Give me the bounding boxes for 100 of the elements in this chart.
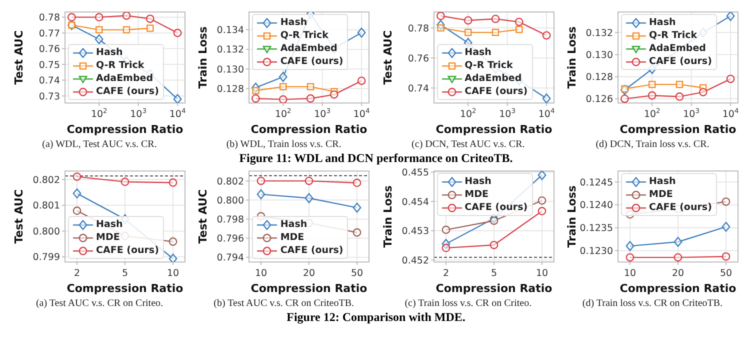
legend-label: CAFE (ours) xyxy=(96,245,159,256)
point xyxy=(515,26,522,34)
legend-label: CAFE (ours) xyxy=(464,202,528,213)
point xyxy=(173,94,182,103)
point xyxy=(726,12,735,21)
point xyxy=(441,226,450,234)
y-axis-title: Test AUC xyxy=(12,189,26,244)
y-axis-title: Test AUC xyxy=(12,30,26,85)
point xyxy=(358,76,366,85)
point xyxy=(537,196,546,205)
point xyxy=(168,237,178,246)
y-axis-title: Test AUC xyxy=(381,30,394,85)
point xyxy=(722,222,730,232)
point xyxy=(489,216,498,225)
x-tick-label: 5 xyxy=(490,268,497,279)
point xyxy=(436,12,445,20)
y-tick-label: 0.800 xyxy=(217,195,244,206)
point xyxy=(257,176,266,186)
point xyxy=(698,88,708,96)
x-axis-title: Compression Ratio xyxy=(435,282,552,295)
point xyxy=(353,228,362,237)
x-tick-label: 10$^{4}$ xyxy=(169,107,186,120)
y-tick-label: 0.76 xyxy=(408,53,429,64)
point xyxy=(514,18,523,26)
point xyxy=(252,87,260,94)
y-tick-label: 0.77 xyxy=(38,28,60,40)
y-tick-label: 0.130 xyxy=(217,64,244,76)
x-tick-label: 10$^{4}$ xyxy=(354,107,370,120)
y-tick-label: 0.134 xyxy=(217,25,244,36)
x-tick-label: 10 xyxy=(255,268,268,279)
text: (b) WDL, Train loss v.s. CR. xyxy=(225,138,342,151)
point xyxy=(72,206,82,215)
point xyxy=(626,240,634,251)
legend-label: Hash xyxy=(280,219,308,230)
point xyxy=(173,28,182,38)
x-axis-title: Compression Ratio xyxy=(620,123,737,136)
x-tick-label: 20 xyxy=(303,268,316,279)
legend-label: Hash xyxy=(96,219,123,230)
x-tick-label: 2 xyxy=(74,268,80,279)
legend-label: AdaEmbed xyxy=(648,43,706,54)
point xyxy=(674,236,682,247)
legend-label: Hash xyxy=(96,47,123,58)
text: (c) Train loss v.s. CR on Criteo. xyxy=(404,297,533,310)
legend-label: Hash xyxy=(280,17,308,28)
point xyxy=(146,24,154,32)
legend-label: CAFE (ours) xyxy=(648,202,712,213)
point xyxy=(542,31,550,40)
x-axis-title: Compression Ratio xyxy=(435,123,552,136)
x-tick-label: 10$^{3}$ xyxy=(683,107,700,120)
y-tick-label: 0.1230 xyxy=(580,246,613,257)
point xyxy=(94,34,104,44)
point xyxy=(353,202,362,213)
text: (d) DCN, Train loss v.s. CR. xyxy=(594,138,710,151)
point xyxy=(648,80,656,88)
x-tick-label: 50 xyxy=(720,268,732,279)
point xyxy=(464,28,472,36)
x-tick-label: 10$^{3}$ xyxy=(130,107,146,120)
y-tick-label: 0.802 xyxy=(217,176,244,188)
text: (d) Train loss v.s. CR on CriteoTB. xyxy=(581,297,724,310)
legend-label: MDE xyxy=(96,232,120,243)
legend-label: Q-R Trick xyxy=(280,30,328,41)
point xyxy=(168,178,178,187)
y-tick-label: 0.78 xyxy=(38,12,60,24)
point xyxy=(279,72,288,82)
point xyxy=(330,90,339,99)
y-tick-label: 0.1245 xyxy=(580,177,613,188)
x-tick-label: 10 xyxy=(624,268,636,279)
x-axis-title: Compression Ratio xyxy=(620,282,737,295)
y-tick-label: 0.73 xyxy=(38,91,60,102)
legend-label: AdaEmbed xyxy=(464,73,522,84)
x-tick-label: 20 xyxy=(672,268,684,279)
point xyxy=(648,91,656,100)
x-tick-label: 50 xyxy=(351,268,364,279)
y-axis-title: Train Loss xyxy=(565,184,578,248)
x-tick-label: 10$^{2}$ xyxy=(90,107,108,120)
legend-label: CAFE (ours) xyxy=(96,86,159,97)
point xyxy=(537,171,546,180)
point xyxy=(674,253,682,262)
text: (a) Test AUC v.s. CR on Criteo. xyxy=(34,297,164,310)
y-tick-label: 0.455 xyxy=(401,168,429,179)
legend-label: Q-R Trick xyxy=(96,60,144,71)
point xyxy=(168,254,178,262)
y-tick-label: 0.130 xyxy=(586,50,613,61)
y-tick-label: 0.452 xyxy=(401,255,429,266)
legend-label: Q-R Trick xyxy=(648,30,698,41)
y-axis-title: Test AUC xyxy=(196,189,210,244)
point xyxy=(542,93,550,103)
y-tick-label: 0.75 xyxy=(38,60,60,71)
y-tick-label: 0.132 xyxy=(217,44,244,56)
y-axis-title: Train Loss xyxy=(565,26,578,89)
point xyxy=(67,12,76,22)
x-tick-label: 10$^{2}$ xyxy=(644,107,660,120)
x-axis-title: Compression Ratio xyxy=(66,282,184,295)
legend-label: MDE xyxy=(648,189,673,200)
y-axis-title: Train Loss xyxy=(381,184,394,248)
y-tick-label: 0.1235 xyxy=(580,223,613,234)
point xyxy=(358,28,366,38)
point xyxy=(96,26,103,34)
x-tick-label: 10$^{2}$ xyxy=(275,107,292,120)
y-tick-label: 0.801 xyxy=(32,200,60,212)
